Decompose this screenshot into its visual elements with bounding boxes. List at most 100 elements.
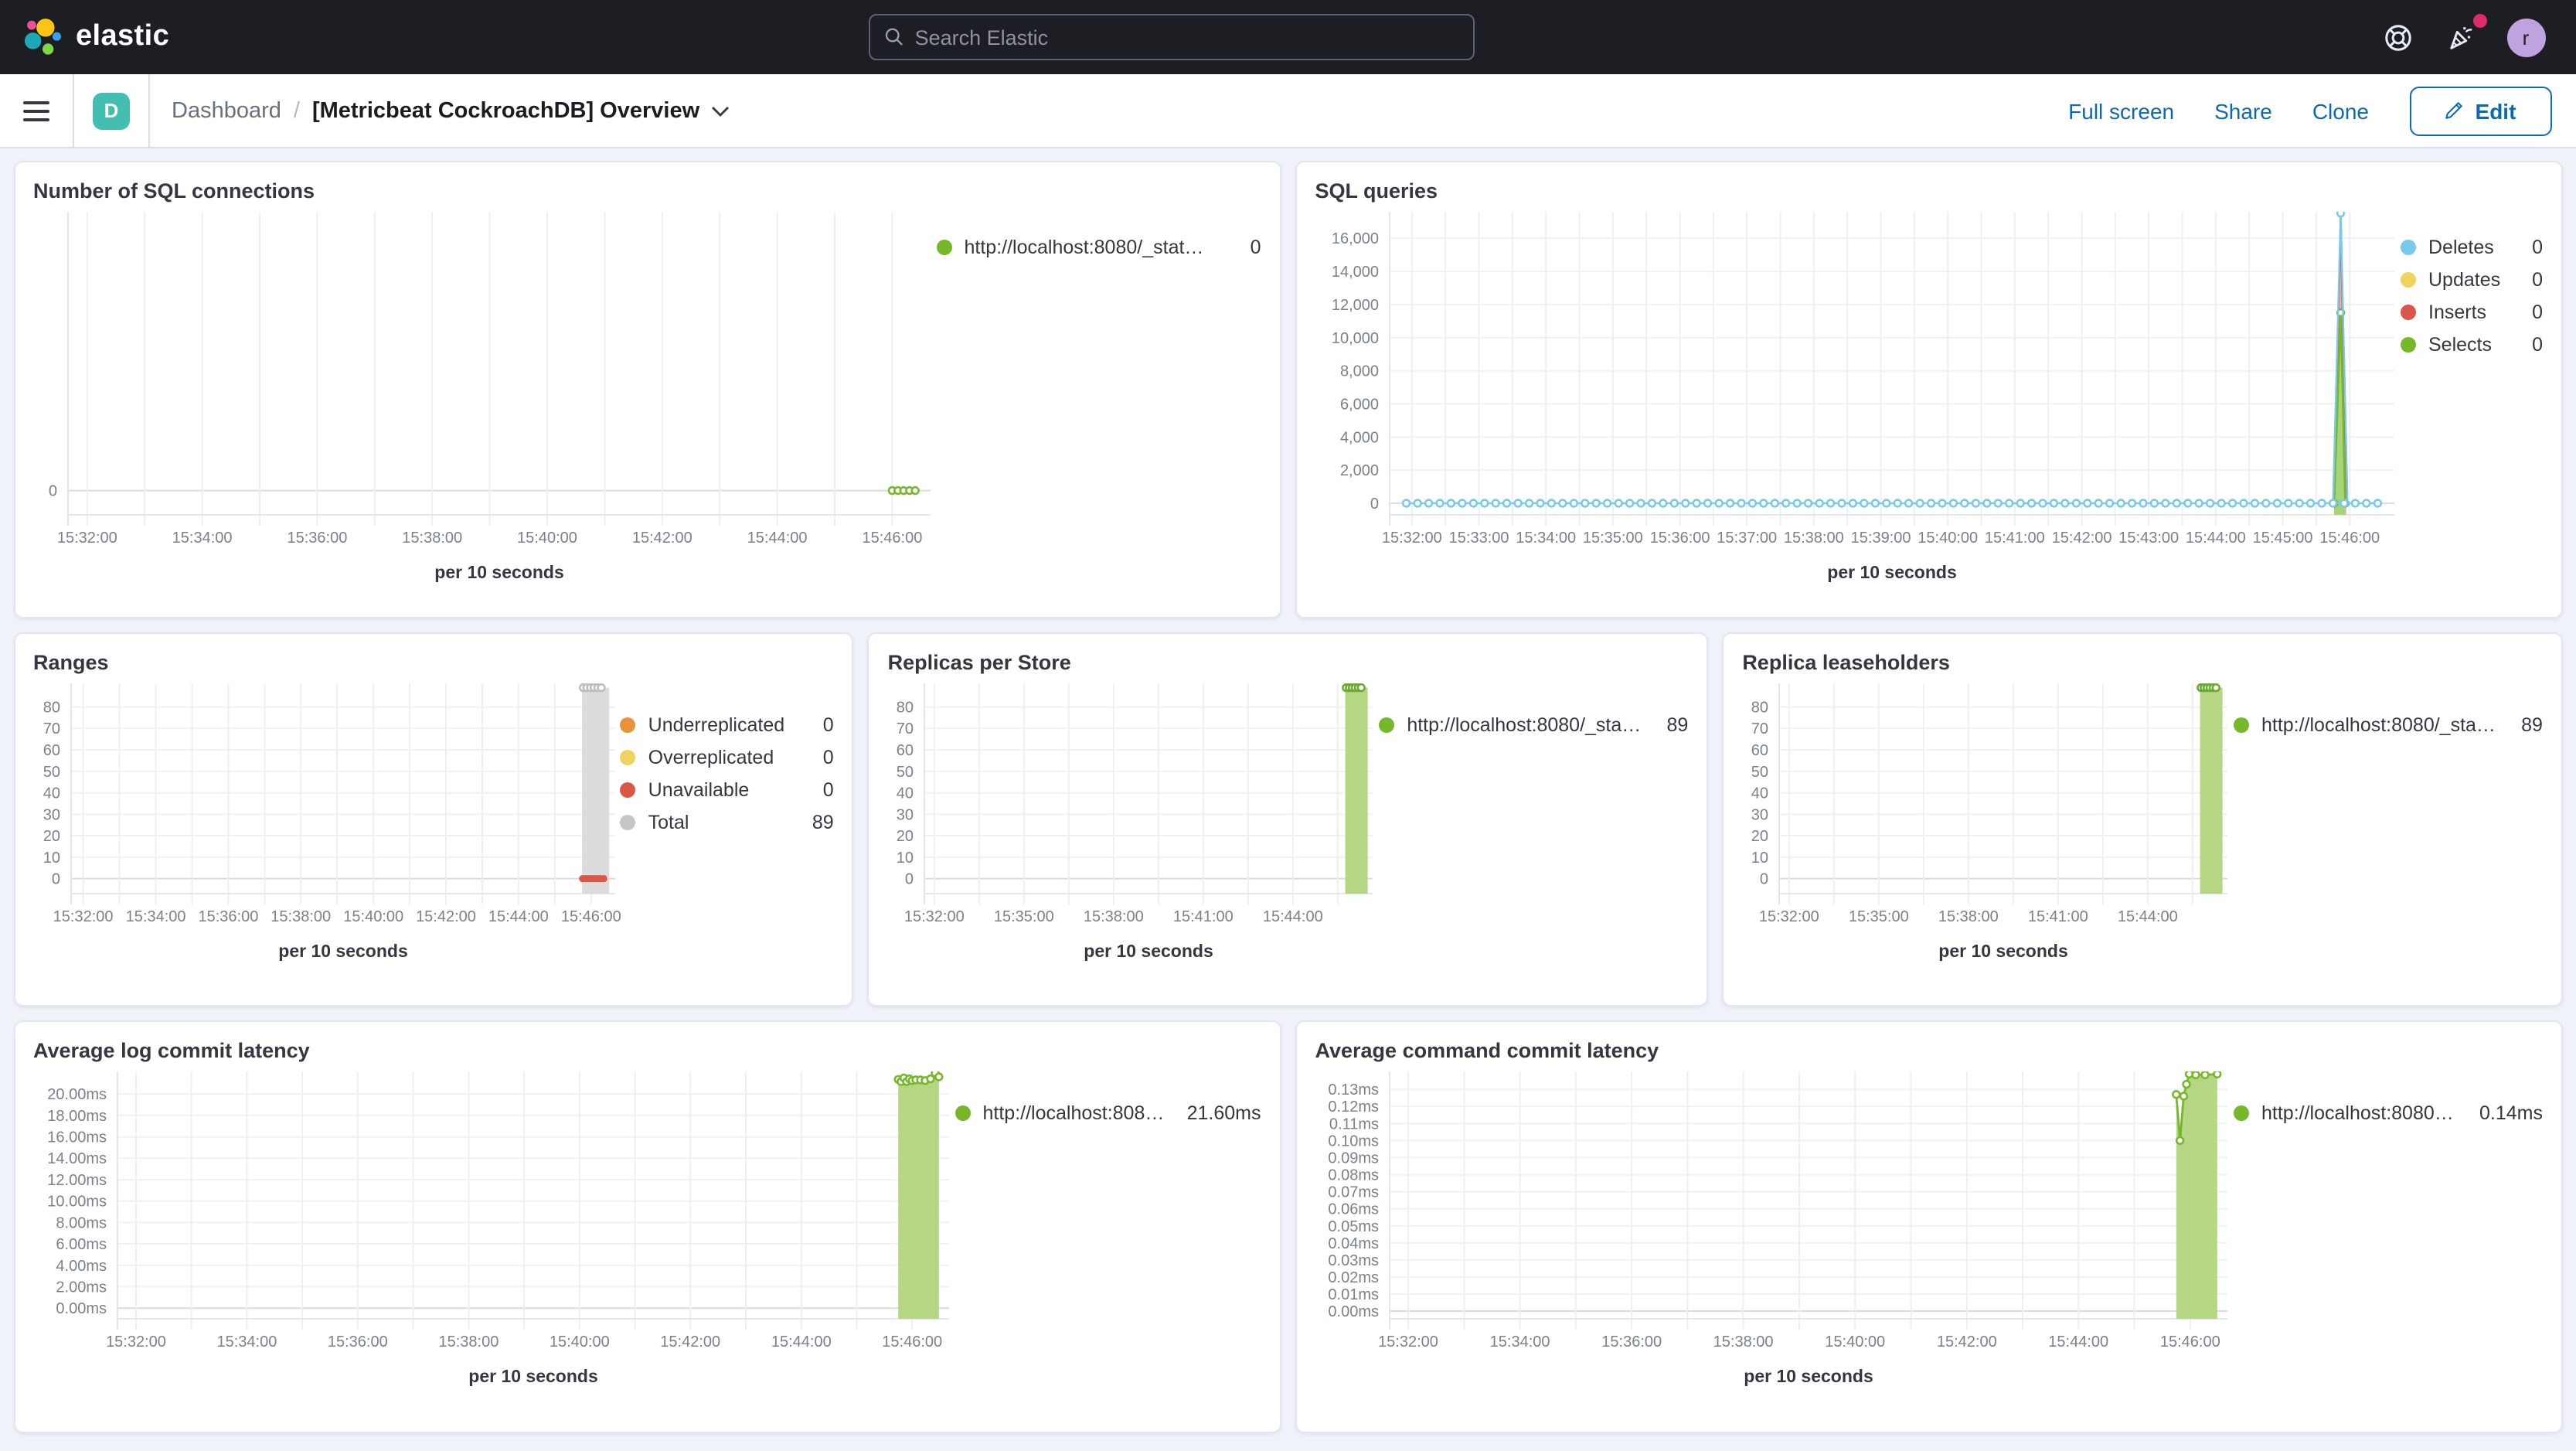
svg-text:20.00ms: 20.00ms	[46, 1086, 106, 1103]
dashboard-grid: Number of SQL connections 15:32:00 15:34:…	[0, 148, 2576, 1433]
legend-item[interactable]: Total 89	[620, 806, 834, 838]
legend-series-dot	[620, 749, 636, 765]
page-title[interactable]: [Metricbeat CockroachDB] Overview	[312, 98, 729, 123]
panel-ranges: Ranges 15:32:00 15:34:00 15:36:00 15:38:00 1…	[13, 632, 854, 1007]
svg-text:15:42:00: 15:42:00	[631, 530, 692, 547]
svg-text:per 10 seconds: per 10 seconds	[468, 1366, 597, 1386]
svg-text:per 10 seconds: per 10 seconds	[1939, 941, 2068, 961]
svg-text:15:40:00: 15:40:00	[549, 1333, 609, 1351]
svg-text:15:34:00: 15:34:00	[125, 908, 185, 925]
toolbar-divider	[73, 73, 74, 148]
svg-text:per 10 seconds: per 10 seconds	[277, 941, 407, 961]
chart-legend: Underreplicated 0 Overreplicated 0 Unava…	[620, 683, 834, 838]
svg-text:14.00ms: 14.00ms	[46, 1150, 106, 1167]
legend-item[interactable]: Overreplicated 0	[620, 741, 834, 773]
menu-button[interactable]	[0, 73, 73, 148]
user-avatar[interactable]: r	[2506, 18, 2545, 56]
svg-text:15:44:00: 15:44:00	[747, 530, 807, 547]
svg-text:15:44:00: 15:44:00	[1264, 908, 1324, 925]
svg-text:8.00ms: 8.00ms	[55, 1214, 106, 1231]
svg-text:15:42:00: 15:42:00	[415, 908, 475, 925]
newsfeed-icon[interactable]	[2443, 14, 2486, 56]
chart-sql-queries[interactable]: 15:32:00 15:33:00 15:34:00 15:35:00 15:36:00…	[1315, 212, 2401, 586]
legend-item[interactable]: Inserts 0	[2401, 295, 2543, 328]
svg-text:6.00ms: 6.00ms	[55, 1236, 106, 1253]
search-icon	[884, 28, 903, 46]
svg-text:8,000: 8,000	[1339, 363, 1378, 380]
share-button[interactable]: Share	[2214, 98, 2272, 123]
edit-button[interactable]: Edit	[2409, 86, 2551, 135]
legend-series-dot	[955, 1105, 971, 1120]
legend-series-label: Underreplicated	[648, 714, 785, 735]
svg-text:4,000: 4,000	[1339, 429, 1378, 446]
svg-text:15:32:00: 15:32:00	[1378, 1333, 1438, 1351]
legend-item[interactable]: http://localhost:8080/_sta… 89	[1379, 708, 1688, 741]
legend-item[interactable]: Unavailable 0	[620, 773, 834, 806]
svg-text:70: 70	[897, 720, 914, 737]
svg-text:70: 70	[43, 720, 60, 737]
svg-text:15:41:00: 15:41:00	[2028, 908, 2088, 925]
svg-text:0.00ms: 0.00ms	[55, 1300, 106, 1317]
breadcrumb-separator: /	[293, 98, 300, 123]
legend-series-value: 21.60ms	[1186, 1102, 1261, 1123]
chart-replicas-per-store[interactable]: 15:32:00 15:35:00 15:38:00 15:41:00 15:44:00…	[888, 683, 1380, 965]
chart-number-of-sql-connections[interactable]: 15:32:00 15:34:00 15:36:00 15:38:00 15:40:00…	[33, 212, 937, 586]
panel-title: Replica leaseholders	[1742, 651, 1950, 674]
svg-text:15:40:00: 15:40:00	[342, 908, 403, 925]
toolbar: D Dashboard / [Metricbeat CockroachDB] O…	[0, 73, 2576, 148]
svg-text:15:46:00: 15:46:00	[861, 530, 921, 547]
search-input[interactable]	[914, 26, 1459, 49]
svg-text:15:38:00: 15:38:00	[270, 908, 330, 925]
svg-text:50: 50	[897, 764, 914, 781]
legend-item[interactable]: Deletes 0	[2401, 230, 2543, 263]
svg-text:15:36:00: 15:36:00	[327, 1333, 387, 1351]
panel-title: Number of SQL connections	[33, 179, 315, 203]
legend-series-value: 0	[2532, 236, 2543, 257]
chart-legend: http://localhost:8080/_sta… 89	[1379, 683, 1688, 741]
svg-text:14,000: 14,000	[1331, 264, 1378, 281]
legend-item[interactable]: Updates 0	[2401, 263, 2543, 295]
svg-text:15:41:00: 15:41:00	[1174, 908, 1234, 925]
chart-average-log-commit-latency[interactable]: 15:32:00 15:34:00 15:36:00 15:38:00 15:40:00…	[33, 1071, 955, 1390]
svg-text:15:45:00: 15:45:00	[2252, 530, 2312, 547]
notification-dot	[2472, 14, 2486, 28]
full-screen-button[interactable]: Full screen	[2068, 98, 2175, 123]
legend-item[interactable]: http://localhost:8080/_sta… 89	[2233, 708, 2543, 741]
svg-text:15:38:00: 15:38:00	[401, 530, 461, 547]
chart-legend: http://localhost:808… 21.60ms	[955, 1071, 1261, 1129]
legend-item[interactable]: http://localhost:8080/_stat… 0	[936, 230, 1261, 263]
svg-text:15:40:00: 15:40:00	[516, 530, 577, 547]
legend-item[interactable]: Selects 0	[2401, 328, 2543, 360]
svg-text:0: 0	[1370, 496, 1378, 513]
legend-series-dot	[2401, 271, 2416, 287]
svg-text:15:38:00: 15:38:00	[1938, 908, 1999, 925]
svg-text:2,000: 2,000	[1339, 462, 1378, 479]
breadcrumb-dashboard[interactable]: Dashboard	[172, 98, 281, 123]
legend-item[interactable]: http://localhost:808… 21.60ms	[955, 1096, 1261, 1129]
chart-ranges[interactable]: 15:32:00 15:34:00 15:36:00 15:38:00 15:40:00…	[33, 683, 621, 965]
help-icon[interactable]	[2380, 19, 2417, 56]
chart-legend: http://localhost:8080/_stat… 0	[936, 212, 1261, 263]
chart-replica-leaseholders[interactable]: 15:32:00 15:35:00 15:38:00 15:41:00 15:44:00…	[1742, 683, 2234, 965]
legend-item[interactable]: Underreplicated 0	[620, 708, 834, 741]
global-search[interactable]	[868, 14, 1475, 60]
chart-average-command-commit-latency[interactable]: 15:32:00 15:34:00 15:36:00 15:38:00 15:40:00…	[1315, 1071, 2234, 1390]
legend-series-dot	[2234, 1105, 2249, 1120]
clone-button[interactable]: Clone	[2312, 98, 2369, 123]
svg-text:15:44:00: 15:44:00	[2185, 530, 2245, 547]
svg-text:0.09ms: 0.09ms	[1328, 1150, 1379, 1167]
elastic-logo[interactable]: elastic	[22, 17, 169, 57]
legend-series-value: 89	[1666, 714, 1689, 735]
dashboard-badge[interactable]: D	[93, 92, 130, 129]
logo-text: elastic	[76, 20, 170, 53]
hamburger-icon	[23, 100, 49, 121]
chart-row: 15:32:00 15:33:00 15:34:00 15:35:00 15:36:00…	[1297, 212, 2561, 586]
svg-text:0: 0	[1760, 871, 1768, 888]
chart-row: 15:32:00 15:34:00 15:36:00 15:38:00 15:40:00…	[15, 212, 1279, 586]
svg-text:6,000: 6,000	[1339, 396, 1378, 413]
svg-text:0: 0	[906, 871, 914, 888]
chart-row: 15:32:00 15:34:00 15:36:00 15:38:00 15:40:00…	[15, 1071, 1279, 1390]
svg-text:80: 80	[1751, 700, 1768, 717]
legend-item[interactable]: http://localhost:8080… 0.14ms	[2234, 1096, 2543, 1129]
svg-text:15:35:00: 15:35:00	[1849, 908, 1909, 925]
